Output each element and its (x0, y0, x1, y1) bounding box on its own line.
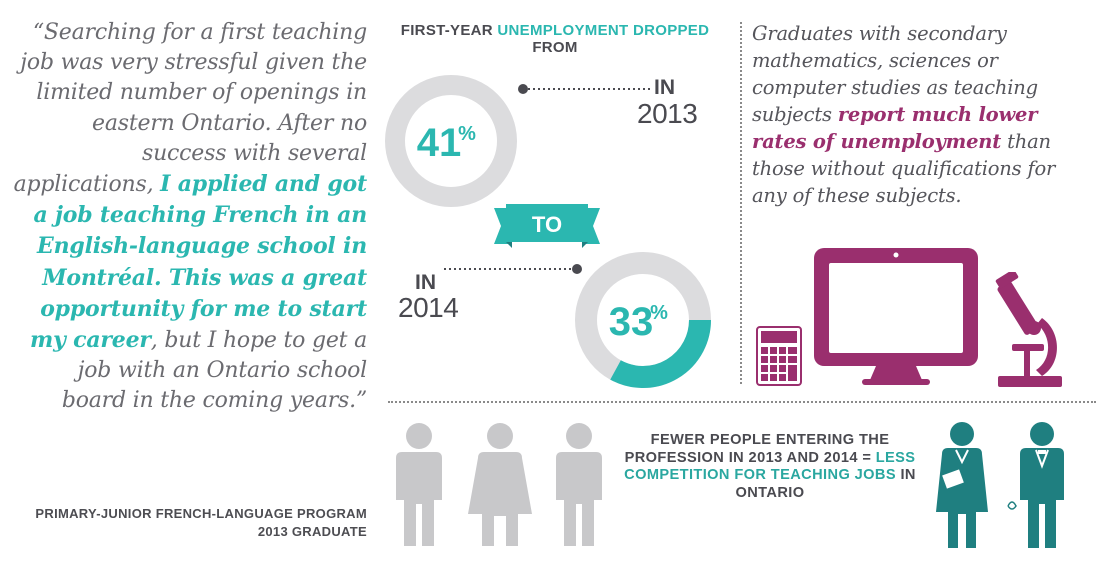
horizontal-divider (388, 401, 1096, 403)
donut-2014: 33 % (575, 252, 711, 388)
connector-2014 (444, 264, 582, 274)
year-2014: 2014 (398, 292, 459, 323)
teacher-icon (1020, 422, 1064, 548)
teacher-icon (936, 422, 988, 548)
computer-monitor-icon (814, 248, 978, 385)
qualifications-highlight: report much lower rates of unemployment (752, 103, 1038, 153)
donut-2014-arc (610, 319, 711, 388)
unemployment-headline: FIRST-YEAR UNEMPLOYMENT DROPPED FROM (400, 22, 710, 56)
teachers-group (936, 422, 1064, 548)
microscope-icon (995, 272, 1062, 387)
quote-text-end: , but I hope to get a job with an Ontari… (61, 328, 367, 414)
headline-text-end: FROM (532, 39, 578, 56)
competition-text-start: FEWER PEOPLE ENTERING THE PROFESSION IN … (624, 432, 890, 466)
competition-text: FEWER PEOPLE ENTERING THE PROFESSION IN … (610, 432, 930, 502)
quote-attribution: PRIMARY-JUNIOR FRENCH-LANGUAGE PROGRAM 2… (35, 506, 367, 539)
quote-text: “Searching for a first teaching job was … (13, 20, 368, 198)
to-label: TO (531, 212, 563, 237)
in-label-2014: IN (415, 271, 436, 294)
to-banner (494, 204, 600, 248)
calculator-icon (756, 326, 802, 386)
donut-2013-ring (385, 75, 517, 207)
donut-2014-unit: % (650, 302, 668, 324)
competition-text-end: IN ONTARIO (735, 467, 916, 501)
donut-2014-value: 33 (609, 300, 654, 344)
headline-highlight: UNEMPLOYMENT DROPPED (497, 22, 710, 39)
donut-2013-unit: % (458, 123, 476, 145)
connector-2013 (518, 84, 650, 94)
person-icon (468, 423, 532, 546)
donut-2013-value: 41 (417, 121, 462, 165)
qualifications-text-end: than those without qualifications for an… (752, 130, 1056, 207)
in-label-2013: IN (654, 76, 675, 99)
qualifications-text: Graduates with secondary mathematics, sc… (752, 20, 1082, 209)
vertical-divider (740, 22, 742, 384)
competition-highlight: LESS COMPETITION FOR TEACHING JOBS (624, 449, 916, 484)
people-group (396, 423, 602, 546)
donut-2013: 41 % (385, 75, 517, 207)
quote-highlight: I applied and got a job teaching French … (30, 171, 367, 354)
person-icon (396, 423, 442, 546)
graduate-quote: “Searching for a first teaching job was … (10, 18, 368, 417)
year-2013: 2013 (637, 98, 698, 129)
headline-text: FIRST-YEAR (400, 22, 498, 39)
qualifications-text-start: Graduates with secondary mathematics, sc… (752, 22, 1038, 126)
person-icon (556, 423, 602, 546)
